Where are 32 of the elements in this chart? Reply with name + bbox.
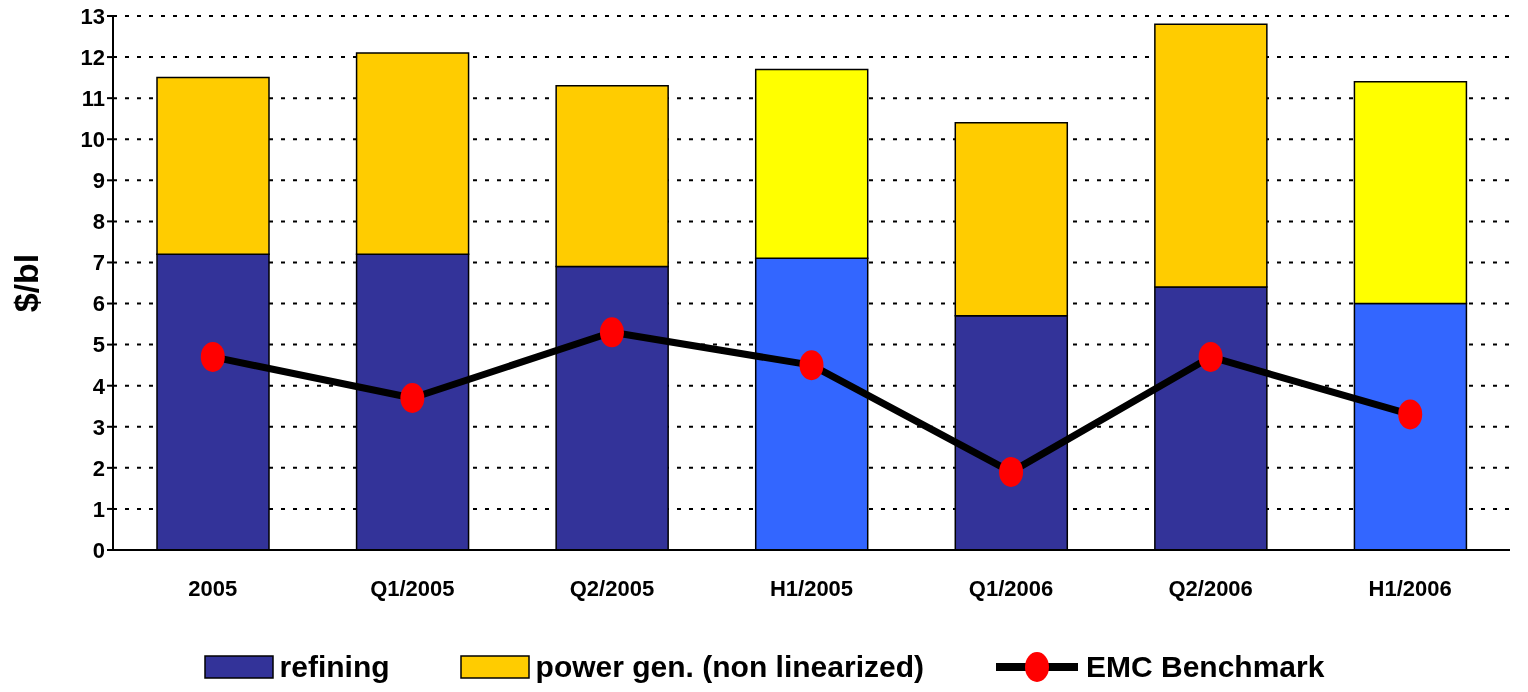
x-tick-label: H1/2005	[769, 575, 854, 601]
point	[599, 317, 624, 348]
y-tick-label: 6	[92, 291, 105, 317]
x-tick-label: 2005	[188, 575, 238, 601]
y-tick-label: 13	[80, 3, 105, 29]
x-tick-label: Q2/2005	[569, 575, 655, 601]
legend-label: power gen. (non linearized)	[535, 650, 924, 684]
point	[1198, 341, 1223, 372]
y-tick-label: 9	[92, 168, 105, 194]
y-tick-label: 10	[80, 127, 105, 153]
x-tick-label: Q1/2005	[370, 575, 455, 601]
legend-label: refining	[279, 650, 390, 684]
y-tick-label: 2	[92, 455, 105, 481]
y-axis-title: $/bl	[7, 253, 46, 313]
point	[999, 456, 1024, 487]
x-tick-label: H1/2006	[1368, 575, 1452, 601]
x-tick-label: Q2/2006	[1168, 575, 1253, 601]
point	[799, 350, 824, 381]
x-tick-label: Q1/2006	[968, 575, 1054, 601]
y-tick-label: 11	[81, 85, 105, 111]
y-tick-label: 4	[92, 373, 106, 399]
y-tick-label: 5	[92, 332, 105, 358]
y-tick-label: 0	[92, 537, 105, 563]
point	[400, 383, 425, 414]
point	[1398, 399, 1423, 430]
y-tick-label: 7	[92, 250, 105, 276]
point	[200, 341, 225, 372]
legend-label: EMC Benchmark	[1085, 650, 1325, 684]
y-tick-label: 3	[92, 414, 105, 440]
y-tick-label: 8	[92, 209, 105, 235]
y-tick-label: 12	[80, 44, 105, 70]
y-tick-label: 1	[92, 496, 105, 522]
